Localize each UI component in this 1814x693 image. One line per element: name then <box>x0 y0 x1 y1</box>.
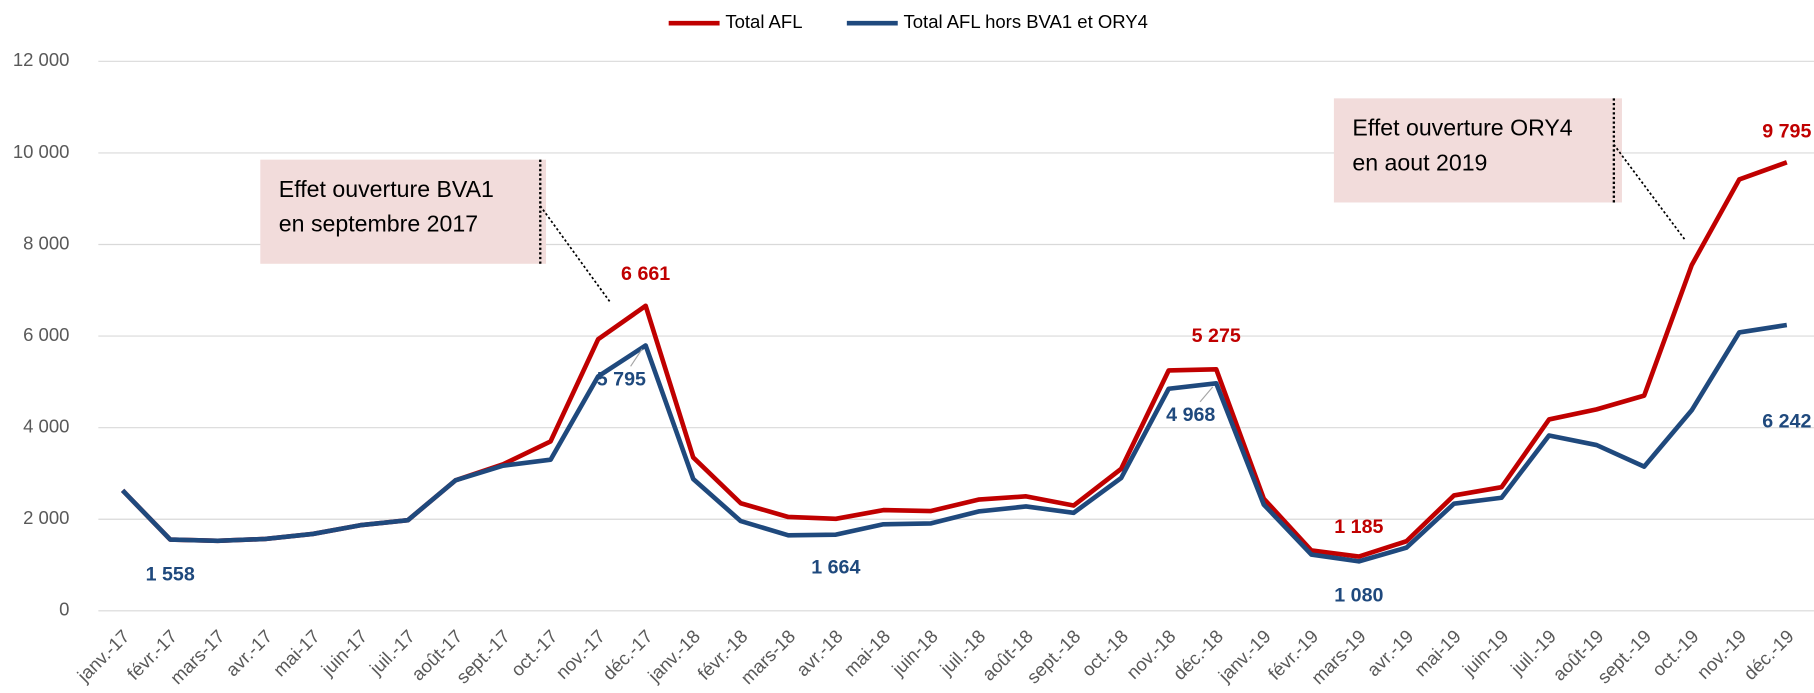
x-tick-label: nov.-19 <box>1693 625 1751 683</box>
annotation-text: en septembre 2017 <box>279 211 478 237</box>
x-tick-label: juin-17 <box>316 625 371 680</box>
annotation-text: Effet ouverture ORY4 <box>1352 115 1572 141</box>
annotation-text: Effet ouverture BVA1 <box>279 176 494 202</box>
legend-label: Total AFL <box>725 11 802 32</box>
label-leader <box>630 348 643 367</box>
x-tick-label: janv.-19 <box>1214 625 1275 686</box>
x-tick-label: janv.-18 <box>643 625 704 686</box>
data-label: 5 275 <box>1192 325 1241 347</box>
x-tick-label: juin-19 <box>1458 625 1513 680</box>
legend-label: Total AFL hors BVA1 et ORY4 <box>904 11 1148 32</box>
data-label: 1 080 <box>1334 584 1383 606</box>
annotation-pointer <box>1613 144 1687 242</box>
label-leader <box>1199 386 1214 403</box>
data-label: 4 968 <box>1166 404 1215 426</box>
x-tick-label: oct.-17 <box>507 625 562 680</box>
x-tick-label: avr.-19 <box>1362 625 1417 680</box>
y-tick-label: 2 000 <box>23 507 69 528</box>
x-tick-label: sept.-17 <box>452 625 514 687</box>
x-tick-label: sept.-19 <box>1593 625 1655 687</box>
x-tick-label: juin-18 <box>887 625 942 680</box>
y-tick-label: 10 000 <box>13 141 70 162</box>
series-line <box>120 322 1788 564</box>
x-tick-label: oct.-18 <box>1077 625 1132 680</box>
x-tick-label: nov.-17 <box>552 625 610 683</box>
x-tick-label: mai-17 <box>269 625 324 680</box>
data-label: 1 558 <box>146 564 195 586</box>
data-label: 1 185 <box>1334 516 1383 538</box>
x-tick-label: nov.-18 <box>1122 625 1180 683</box>
data-label: 1 664 <box>811 556 860 578</box>
annotation-box <box>1333 98 1622 203</box>
data-label: 6 242 <box>1762 410 1811 432</box>
annotation-text: en aout 2019 <box>1352 149 1487 175</box>
annotation-pointer <box>539 205 612 304</box>
y-tick-label: 6 000 <box>23 324 69 345</box>
annotation-box <box>260 159 547 264</box>
x-tick-label: sept.-18 <box>1022 625 1084 687</box>
data-label: 6 661 <box>621 263 670 285</box>
x-tick-label: avr.-17 <box>221 625 276 680</box>
y-tick-label: 0 <box>59 599 69 620</box>
x-tick-label: déc.-19 <box>1739 625 1797 683</box>
x-tick-label: mai-19 <box>1410 625 1465 680</box>
data-label: 5 795 <box>597 368 646 390</box>
y-tick-label: 4 000 <box>23 416 69 437</box>
y-tick-label: 8 000 <box>23 232 69 253</box>
data-label: 9 795 <box>1762 120 1811 142</box>
x-tick-label: avr.-18 <box>792 625 847 680</box>
x-tick-label: mai-18 <box>839 625 894 680</box>
x-tick-label: oct.-19 <box>1648 625 1703 680</box>
x-tick-label: janv.-17 <box>72 625 133 686</box>
y-tick-label: 12 000 <box>13 49 70 70</box>
